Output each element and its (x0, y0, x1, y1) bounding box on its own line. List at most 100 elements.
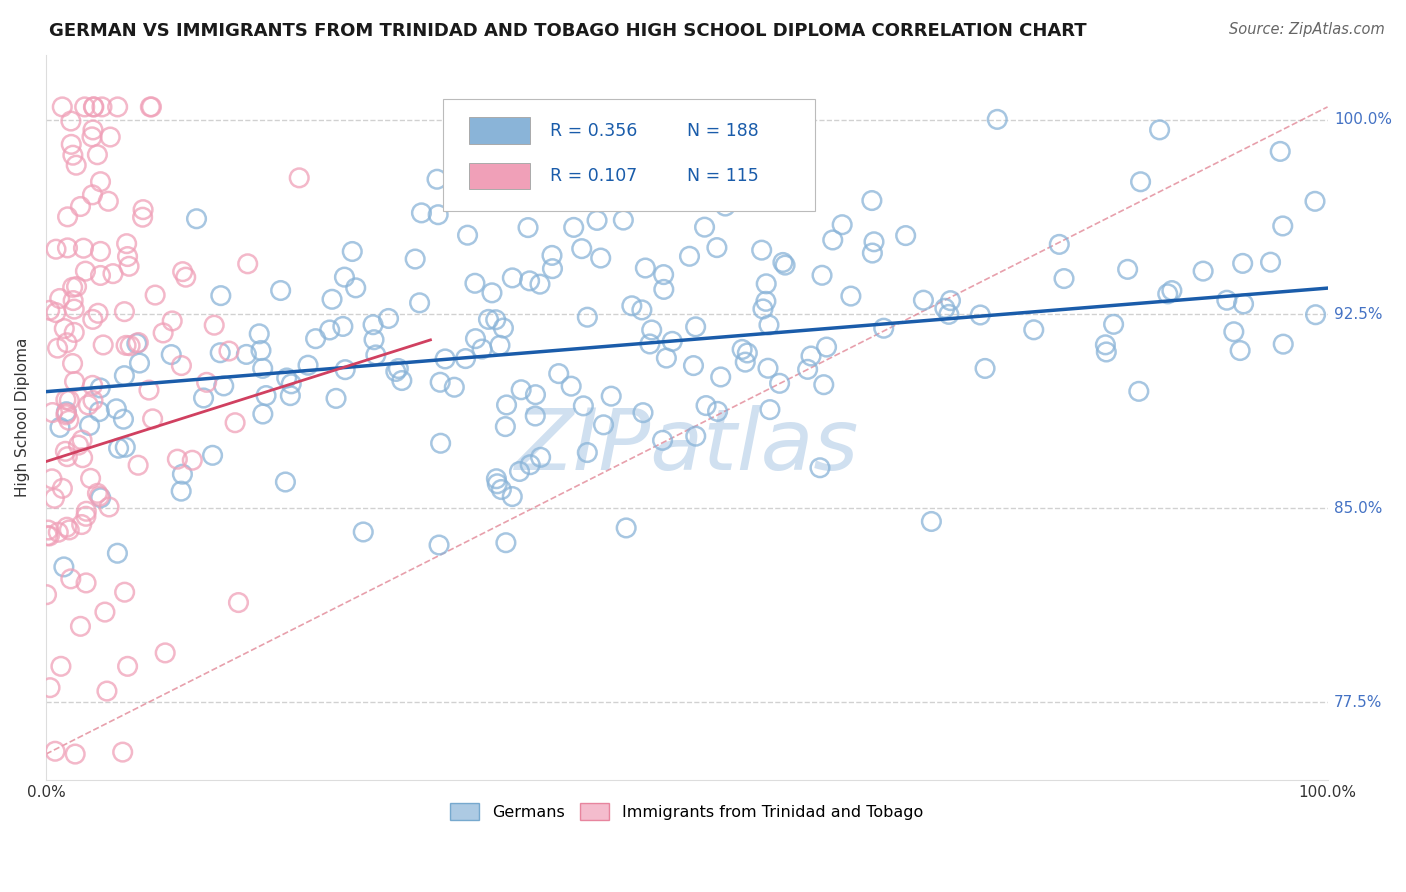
Point (685, 429, 707, 443)
Point (576, 310, 599, 325)
Text: 92.5%: 92.5% (1334, 307, 1382, 321)
Point (969, 308, 991, 322)
Point (62, 357, 84, 371)
Point (89, 404, 111, 418)
Point (404, 252, 426, 266)
Point (344, 281, 367, 295)
Point (408, 295, 430, 310)
Point (737, 346, 759, 360)
Point (170, 359, 193, 373)
Point (117, 659, 139, 673)
Point (464, 277, 486, 291)
Point (572, 399, 595, 413)
Point (576, 445, 599, 459)
Point (796, 362, 818, 376)
Point (201, 448, 224, 462)
Point (55, 444, 77, 458)
Point (69, 200, 91, 214)
Point (693, 220, 716, 235)
Point (1216, 293, 1239, 308)
Point (387, 361, 409, 376)
Point (141, 100, 163, 114)
Point (304, 332, 326, 346)
FancyBboxPatch shape (443, 99, 815, 211)
Point (332, 319, 354, 334)
Point (631, 406, 654, 420)
Point (471, 342, 494, 356)
Point (541, 248, 564, 262)
Point (364, 348, 387, 362)
Point (35, 588, 58, 602)
Point (1260, 255, 1282, 269)
Point (82, 312, 104, 326)
Text: 85.0%: 85.0% (1334, 500, 1382, 516)
Point (759, 402, 782, 417)
Point (82, 123, 104, 137)
Point (138, 383, 160, 397)
Point (831, 218, 853, 232)
Point (1305, 308, 1327, 322)
Text: GERMAN VS IMMIGRANTS FROM TRINIDAD AND TOBAGO HIGH SCHOOL DIPLOMA CORRELATION CH: GERMAN VS IMMIGRANTS FROM TRINIDAD AND T… (49, 22, 1087, 40)
Point (457, 228, 479, 243)
Point (517, 220, 540, 235)
Point (427, 538, 450, 552)
Point (524, 409, 547, 423)
Point (45, 242, 67, 256)
Point (120, 339, 142, 353)
Point (592, 417, 614, 432)
Point (274, 475, 297, 489)
Point (519, 274, 541, 288)
Point (252, 361, 274, 376)
FancyBboxPatch shape (468, 118, 530, 144)
Point (89, 381, 111, 395)
Point (800, 349, 823, 363)
Point (127, 458, 149, 473)
Point (489, 338, 512, 352)
Point (1128, 384, 1150, 399)
Point (464, 332, 486, 346)
Point (685, 319, 707, 334)
Point (1192, 264, 1215, 278)
Point (62, 148, 84, 162)
Point (72, 450, 94, 465)
Point (486, 476, 509, 491)
Point (91, 100, 114, 114)
Point (252, 407, 274, 421)
Point (651, 434, 673, 448)
Point (65, 279, 87, 293)
Point (734, 355, 756, 369)
Point (212, 379, 235, 393)
Point (37, 528, 59, 542)
Point (77, 398, 100, 412)
Point (228, 596, 250, 610)
Point (82, 100, 104, 114)
Text: R = 0.107: R = 0.107 (550, 167, 637, 186)
Point (49, 659, 72, 673)
Point (75, 504, 97, 518)
Text: ZIPatlas: ZIPatlas (515, 405, 859, 488)
Point (1094, 338, 1116, 352)
Point (142, 412, 165, 426)
Point (98, 130, 121, 145)
Point (751, 243, 773, 257)
Point (112, 368, 135, 383)
Point (297, 358, 319, 372)
Point (105, 401, 128, 416)
Point (655, 351, 678, 365)
Point (427, 208, 450, 222)
Point (63, 326, 86, 340)
Point (79, 471, 101, 485)
Point (55, 406, 77, 420)
Point (454, 187, 477, 202)
Point (82, 187, 104, 202)
Point (755, 277, 778, 291)
Point (600, 389, 623, 403)
Point (509, 465, 531, 479)
Point (52, 560, 75, 574)
Point (706, 241, 728, 255)
Point (434, 351, 457, 366)
Point (377, 311, 399, 326)
Point (132, 202, 155, 217)
Point (1270, 145, 1292, 159)
Point (44, 491, 66, 506)
